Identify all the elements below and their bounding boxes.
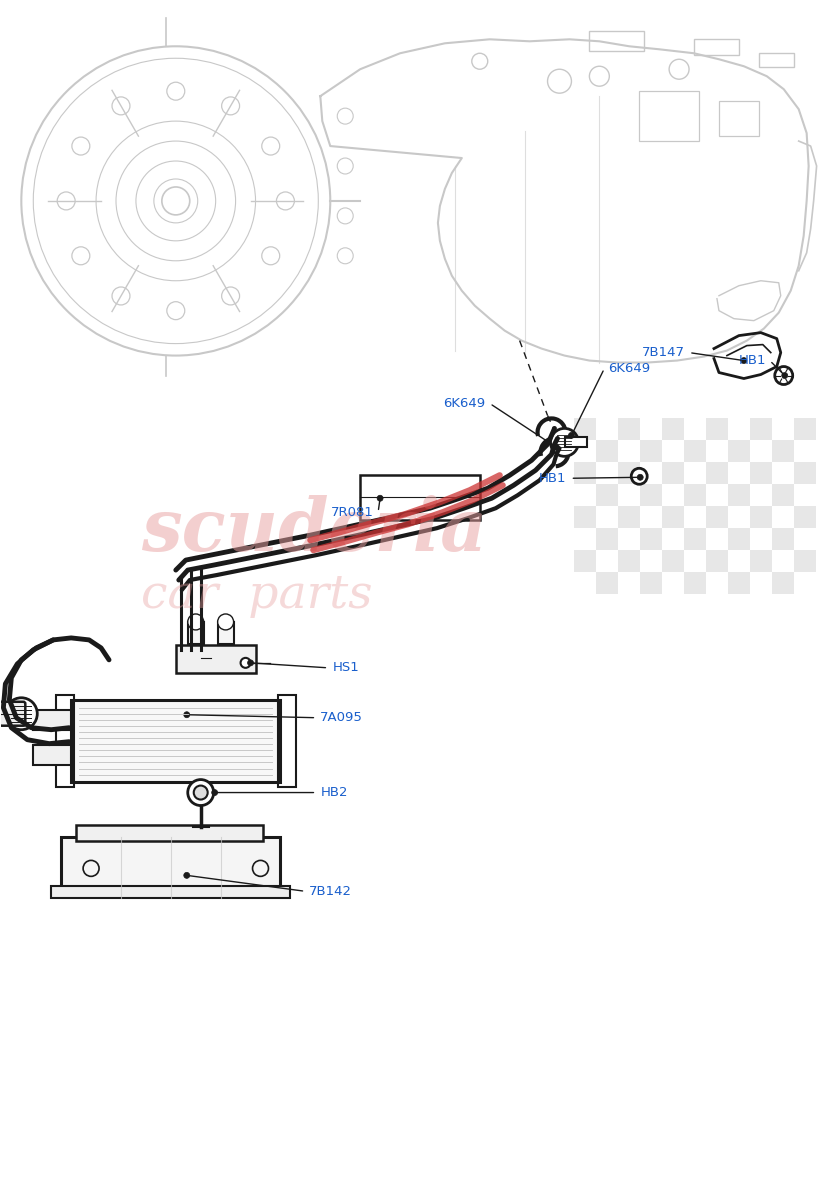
Circle shape — [188, 780, 214, 805]
Bar — [758, 53, 793, 67]
Circle shape — [568, 432, 574, 438]
Bar — [705, 462, 727, 485]
Bar — [618, 462, 640, 485]
Text: 7R081: 7R081 — [331, 505, 373, 518]
Bar — [618, 550, 640, 572]
Bar — [51, 887, 290, 899]
Bar — [589, 31, 644, 52]
Circle shape — [247, 660, 253, 666]
Bar — [574, 419, 595, 440]
Bar — [749, 506, 771, 528]
Bar — [188, 622, 203, 644]
Bar — [57, 695, 74, 786]
Bar — [705, 550, 727, 572]
Text: HS1: HS1 — [332, 661, 359, 674]
Text: HB2: HB2 — [320, 786, 347, 799]
Bar — [793, 462, 815, 485]
Text: HB1: HB1 — [538, 472, 566, 485]
Circle shape — [211, 790, 217, 796]
Bar — [749, 419, 771, 440]
Circle shape — [240, 658, 251, 668]
Bar — [278, 695, 296, 786]
Bar — [727, 528, 749, 550]
Bar — [595, 485, 618, 506]
Bar — [639, 91, 698, 142]
Text: 6K649: 6K649 — [608, 362, 649, 376]
Bar — [718, 101, 758, 136]
Bar — [34, 709, 71, 730]
Bar — [771, 485, 793, 506]
Bar — [661, 550, 683, 572]
Circle shape — [631, 468, 646, 485]
Bar — [705, 506, 727, 528]
Bar — [693, 40, 738, 55]
Bar — [217, 622, 233, 644]
Bar — [771, 440, 793, 462]
Bar — [771, 572, 793, 594]
Bar — [595, 572, 618, 594]
Bar — [683, 440, 705, 462]
Bar — [661, 506, 683, 528]
Circle shape — [188, 614, 203, 630]
Bar — [175, 644, 256, 673]
Circle shape — [193, 786, 207, 799]
Text: car  parts: car parts — [141, 572, 372, 618]
Circle shape — [183, 872, 189, 878]
Bar — [618, 419, 640, 440]
Bar — [661, 462, 683, 485]
Bar — [683, 572, 705, 594]
Bar — [360, 475, 479, 520]
Circle shape — [217, 614, 233, 630]
Bar — [749, 550, 771, 572]
Bar — [595, 528, 618, 550]
Bar — [727, 440, 749, 462]
Text: scuderia: scuderia — [141, 494, 486, 565]
Bar — [574, 506, 595, 528]
Circle shape — [161, 187, 189, 215]
Bar — [71, 700, 280, 781]
Bar — [640, 440, 661, 462]
Bar — [76, 826, 263, 841]
FancyBboxPatch shape — [0, 702, 25, 726]
Text: 7B142: 7B142 — [309, 884, 352, 898]
Bar — [618, 506, 640, 528]
Bar — [793, 419, 815, 440]
Bar — [683, 485, 705, 506]
Bar — [683, 528, 705, 550]
Bar — [727, 485, 749, 506]
Circle shape — [781, 372, 787, 378]
Bar — [595, 440, 618, 462]
Bar — [749, 462, 771, 485]
Bar — [771, 528, 793, 550]
Bar — [565, 437, 586, 448]
Bar — [727, 572, 749, 594]
Bar — [34, 745, 71, 764]
Text: HB1: HB1 — [737, 354, 765, 367]
Bar — [793, 506, 815, 528]
Circle shape — [553, 444, 559, 450]
Bar — [574, 550, 595, 572]
Bar — [61, 838, 280, 889]
Bar — [640, 528, 661, 550]
Text: 7A095: 7A095 — [320, 712, 363, 725]
Circle shape — [183, 712, 189, 718]
Circle shape — [6, 697, 37, 730]
Bar — [705, 419, 727, 440]
Circle shape — [774, 366, 792, 384]
Bar — [640, 485, 661, 506]
Bar — [661, 419, 683, 440]
Circle shape — [550, 428, 577, 456]
Circle shape — [636, 474, 642, 480]
Bar — [640, 572, 661, 594]
Circle shape — [377, 496, 382, 502]
Bar — [793, 550, 815, 572]
Text: 6K649: 6K649 — [443, 397, 485, 410]
Bar — [574, 462, 595, 485]
Circle shape — [740, 358, 746, 364]
Text: 7B147: 7B147 — [641, 346, 684, 359]
